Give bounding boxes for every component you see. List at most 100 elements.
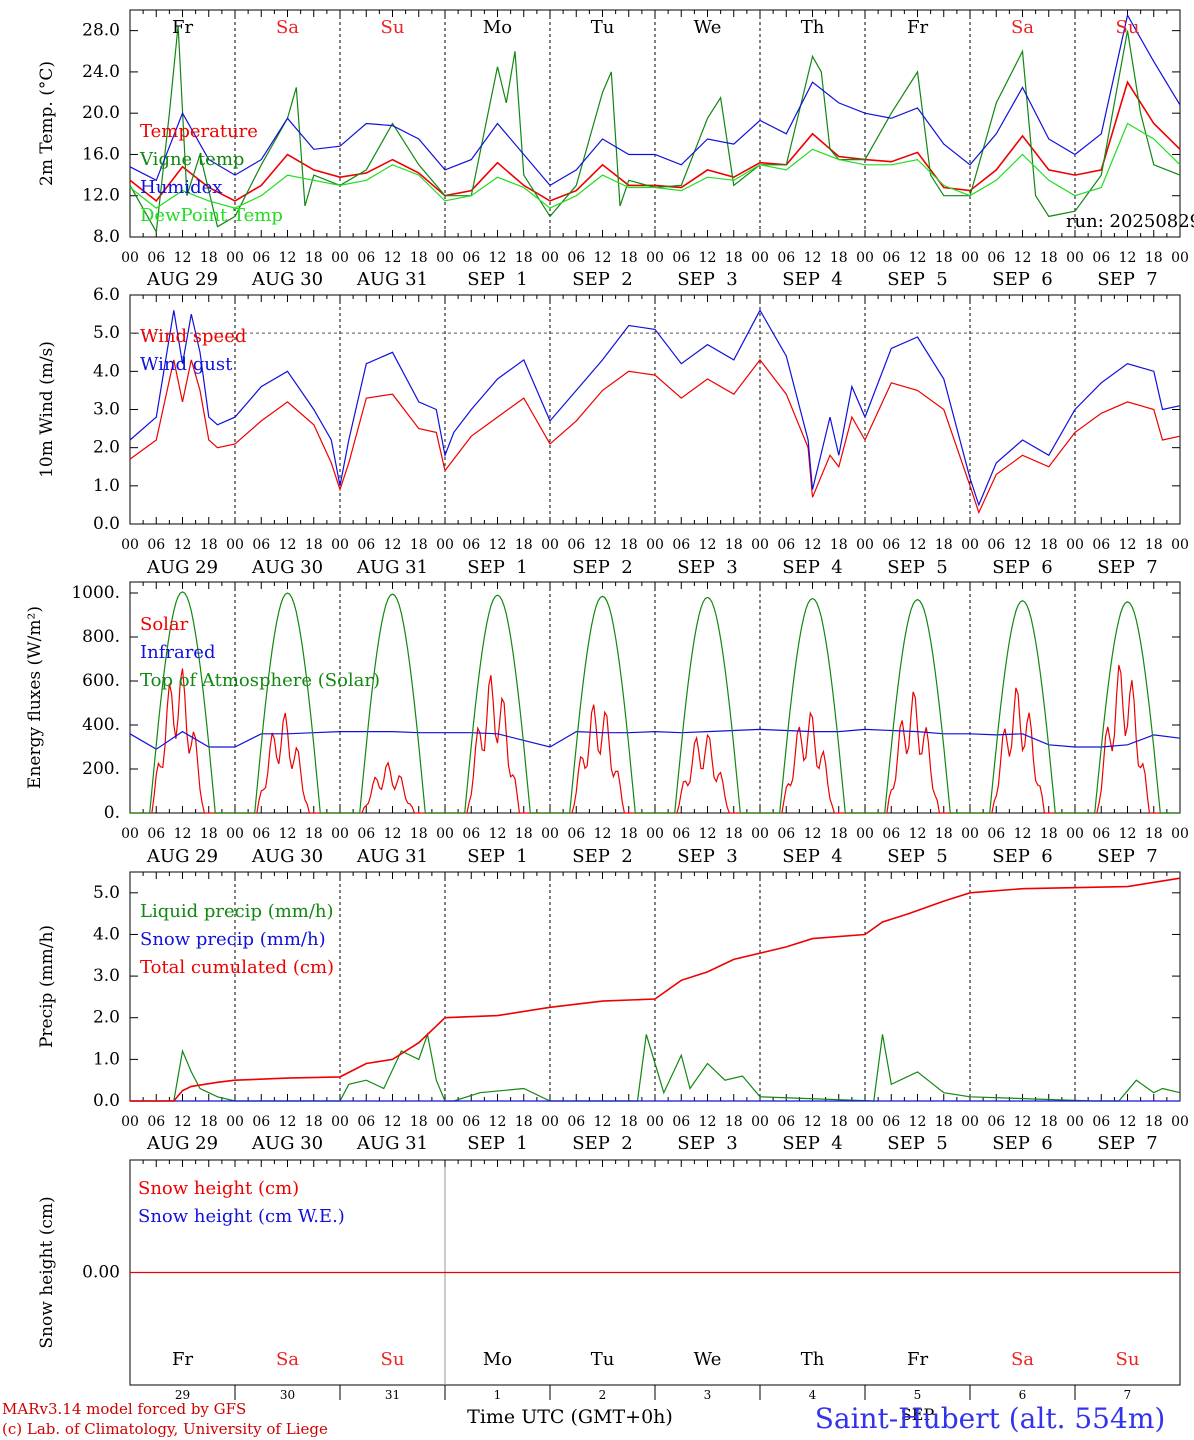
series-line-infrared bbox=[129, 728, 1181, 750]
hour-tick-label: 18 bbox=[515, 826, 533, 842]
date-label: SEP 4 bbox=[782, 1133, 842, 1154]
hour-tick-label: 06 bbox=[357, 1114, 375, 1130]
hour-tick-label: 06 bbox=[357, 826, 375, 842]
hour-tick-label: 12 bbox=[489, 826, 507, 842]
y-tick-label: 400. bbox=[82, 715, 120, 735]
day-name: Th bbox=[801, 17, 825, 38]
date-label: AUG 29 bbox=[146, 1133, 218, 1154]
y-tick-label: 1.0 bbox=[93, 476, 120, 496]
hour-tick-label: 00 bbox=[226, 826, 244, 842]
legend-entry: Vigne temp bbox=[139, 149, 244, 170]
date-label: SEP 5 bbox=[887, 269, 947, 290]
panel-2: 0.0 1.0 2.0 3.0 4.0 5.0 6.0 10m Wind (m/s) Wind … bbox=[37, 285, 1189, 578]
date-label: SEP 6 bbox=[992, 557, 1052, 578]
hour-tick-label: 00 bbox=[121, 250, 139, 266]
hour-tick-label: 18 bbox=[620, 537, 638, 553]
hour-tick-label: 06 bbox=[672, 1114, 690, 1130]
hour-tick-label: 12 bbox=[1119, 537, 1137, 553]
day-number: 7 bbox=[1124, 1388, 1132, 1402]
y-tick-label: 28.0 bbox=[82, 21, 120, 41]
hour-tick-label: 06 bbox=[567, 826, 585, 842]
legend-entry: Wind speed bbox=[140, 326, 246, 347]
hour-tick-label: 18 bbox=[725, 250, 743, 266]
hour-tick-label: 00 bbox=[121, 826, 139, 842]
hour-tick-label: 12 bbox=[384, 826, 402, 842]
y-axis-label: Snow height (cm) bbox=[37, 1196, 57, 1348]
day-name: Th bbox=[801, 1349, 825, 1370]
hour-tick-label: 00 bbox=[961, 250, 979, 266]
hour-tick-label: 00 bbox=[1171, 537, 1189, 553]
hour-tick-label: 00 bbox=[856, 1114, 874, 1130]
hour-tick-label: 06 bbox=[252, 1114, 270, 1130]
y-tick-label: 20.0 bbox=[82, 103, 120, 123]
date-label: SEP 6 bbox=[992, 269, 1052, 290]
hour-tick-label: 12 bbox=[489, 250, 507, 266]
day-name: Fr bbox=[172, 1349, 193, 1370]
legend-entry: DewPoint Temp bbox=[140, 205, 283, 226]
hour-tick-label: 00 bbox=[331, 1114, 349, 1130]
hour-tick-label: 06 bbox=[987, 250, 1005, 266]
date-label: SEP 7 bbox=[1097, 557, 1157, 578]
hour-tick-label: 18 bbox=[1145, 826, 1163, 842]
date-label: SEP 6 bbox=[992, 1133, 1052, 1154]
hour-tick-label: 12 bbox=[909, 537, 927, 553]
hour-tick-label: 12 bbox=[279, 250, 297, 266]
series-line-wind-gust bbox=[129, 309, 1181, 507]
hour-tick-label: 06 bbox=[462, 1114, 480, 1130]
day-number: 31 bbox=[385, 1388, 400, 1402]
hour-tick-label: 06 bbox=[1092, 1114, 1110, 1130]
hour-tick-label: 06 bbox=[147, 537, 165, 553]
legend-entry: Humidex bbox=[140, 177, 222, 198]
hour-tick-label: 00 bbox=[856, 250, 874, 266]
date-label: AUG 29 bbox=[146, 846, 218, 867]
hour-tick-label: 00 bbox=[541, 537, 559, 553]
hour-tick-label: 06 bbox=[567, 250, 585, 266]
hour-tick-label: 12 bbox=[699, 826, 717, 842]
panel-1: 8.0 12.0 16.0 20.0 24.0 28.0 2m Temp. (°C) Temp… bbox=[37, 9, 1189, 290]
day-name: Sa bbox=[1011, 17, 1034, 38]
hour-tick-label: 12 bbox=[1014, 1114, 1032, 1130]
day-number: 4 bbox=[809, 1388, 817, 1402]
hour-tick-label: 00 bbox=[646, 537, 664, 553]
hour-tick-label: 06 bbox=[567, 1114, 585, 1130]
y-tick-label: 0.0 bbox=[93, 1091, 120, 1111]
hour-tick-label: 18 bbox=[830, 250, 848, 266]
hour-tick-label: 18 bbox=[725, 1114, 743, 1130]
hour-tick-label: 18 bbox=[410, 1114, 428, 1130]
x-axis-title: Time UTC (GMT+0h) bbox=[467, 1406, 673, 1428]
hour-tick-label: 12 bbox=[279, 537, 297, 553]
hour-tick-label: 12 bbox=[909, 250, 927, 266]
date-label: SEP 7 bbox=[1097, 846, 1157, 867]
y-tick-label: 16.0 bbox=[82, 144, 120, 164]
hour-tick-label: 18 bbox=[410, 826, 428, 842]
y-axis-label: 10m Wind (m/s) bbox=[37, 341, 57, 478]
legend-entry: Liquid precip (mm/h) bbox=[140, 901, 334, 922]
hour-tick-label: 06 bbox=[777, 826, 795, 842]
hour-tick-label: 06 bbox=[147, 1114, 165, 1130]
hour-tick-label: 06 bbox=[882, 826, 900, 842]
hour-tick-label: 12 bbox=[909, 1114, 927, 1130]
date-label: SEP 3 bbox=[677, 269, 737, 290]
y-tick-label: 12.0 bbox=[82, 186, 120, 206]
hour-tick-label: 12 bbox=[384, 1114, 402, 1130]
date-label: SEP 1 bbox=[467, 269, 527, 290]
hour-tick-label: 18 bbox=[1040, 826, 1058, 842]
panel-3: 0. 200. 400. 600. 800. 1000. Energy fluxes (W/… bbox=[25, 581, 1189, 867]
hour-tick-label: 12 bbox=[699, 250, 717, 266]
hour-tick-label: 06 bbox=[1092, 250, 1110, 266]
series-line-wind-speed bbox=[129, 358, 1181, 515]
hour-tick-label: 18 bbox=[830, 826, 848, 842]
hour-tick-label: 06 bbox=[462, 826, 480, 842]
hour-tick-label: 00 bbox=[541, 1114, 559, 1130]
date-label: AUG 31 bbox=[356, 846, 428, 867]
hour-tick-label: 00 bbox=[1066, 1114, 1084, 1130]
hour-tick-label: 00 bbox=[541, 826, 559, 842]
hour-tick-label: 00 bbox=[1171, 1114, 1189, 1130]
y-tick-label: 200. bbox=[82, 759, 120, 779]
hour-tick-label: 12 bbox=[1014, 537, 1032, 553]
hour-tick-label: 00 bbox=[751, 250, 769, 266]
hour-tick-label: 18 bbox=[515, 250, 533, 266]
date-label: SEP 3 bbox=[677, 1133, 737, 1154]
date-label: SEP 1 bbox=[467, 846, 527, 867]
legend-entry: Total cumulated (cm) bbox=[140, 957, 334, 978]
